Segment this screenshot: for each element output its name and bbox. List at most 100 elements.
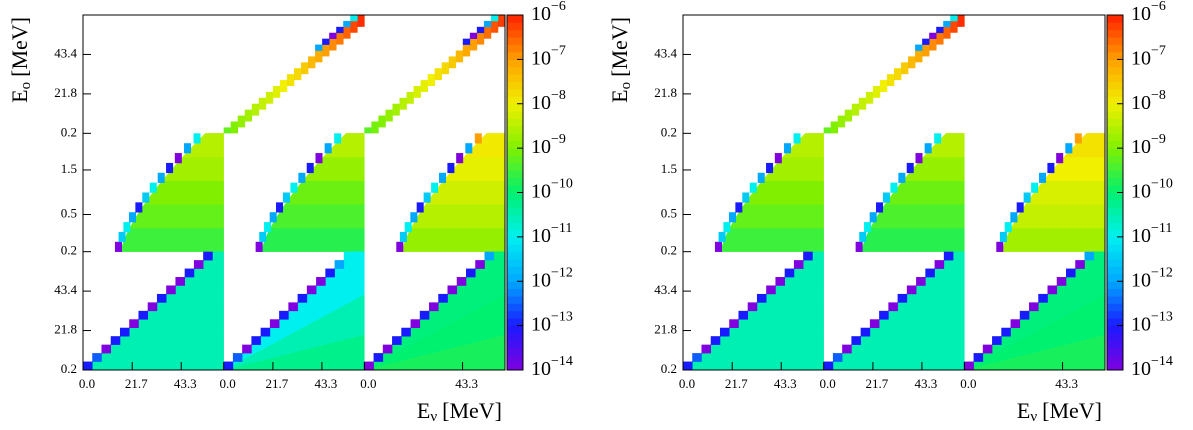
colorbar-band [507,103,523,112]
colorbar-band [1107,199,1123,208]
colorbar-band [507,296,523,304]
heat-cell [294,68,302,81]
y-label-sub: o [618,82,634,90]
edge-cell [142,192,150,203]
colorbar-band [507,162,523,171]
edge-cell [1038,293,1048,303]
heat-cell [837,115,846,128]
heat-cell [378,115,386,128]
edge-cell [306,162,314,174]
edge-cell [784,268,795,278]
edge-cell [1029,302,1039,312]
x-tick-label: 43.3 [455,376,478,391]
heat-cell [434,68,442,81]
colorbar-band [507,325,523,334]
y-label-unit: [MeV] [607,17,632,77]
colorbar-band [1107,125,1123,134]
edge-cell [147,302,158,312]
edge-cell [1047,162,1055,174]
colorbar-tick-exponent: −11 [551,221,572,236]
edge-cell [438,293,448,303]
colorbar-band [507,148,523,156]
colorbar-band [1107,281,1123,290]
edge-cell [175,277,185,286]
edge-cell [701,344,712,354]
edge-cell [1084,251,1095,261]
edge-cell [860,327,871,337]
edge-cell [484,251,495,261]
edge-cell [1074,133,1082,144]
heat-cell [886,74,895,86]
heat-cell [455,50,464,63]
heat-cell [469,38,478,51]
edge-cell [766,285,776,295]
colorbar-tick-label: 10−13 [531,310,573,335]
heat-cell [483,26,492,39]
colorbar-band [507,118,523,127]
plot-frame [682,14,1106,371]
edge-cell [334,133,342,144]
colorbar-tick-base: 10 [1131,358,1151,380]
edge-cell [1023,192,1031,203]
edge-cell [129,319,139,329]
edge-cell [832,353,843,362]
heat-cell [950,20,958,33]
heat-cell [448,56,457,69]
edge-cell [404,222,412,233]
edge-cell [423,192,431,203]
colorbar-band [507,281,523,290]
y-tick-label: 43.4 [54,282,77,297]
heat-cell [308,56,316,69]
heat-cell [894,68,902,81]
edge-cell [1039,172,1047,183]
edge-cell [456,277,467,286]
edge-cell [890,182,898,193]
heat-cell [476,32,485,45]
colorbar-band [1107,318,1123,327]
heat-cell [497,15,506,27]
colorbar-band [1107,340,1123,349]
edge-cell [166,285,176,295]
edge-cell [123,222,131,233]
colorbar-tick-label: 10−11 [531,221,572,246]
edge-cell [729,319,739,329]
edge-cell [279,310,289,320]
edge-cell [735,202,743,213]
colorbar-tick-exponent: −10 [551,177,573,192]
colorbar-tick-exponent: −12 [1151,265,1173,280]
y-axis-label: Eo [MeV] [7,17,34,103]
colorbar-tick-label: 10−13 [1131,310,1173,335]
edge-cell [92,353,102,362]
edge-cell [269,212,277,223]
x-tick-label: 43.3 [174,376,197,391]
edge-cell [982,344,993,354]
edge-cell [242,344,252,354]
y-tick-label: 0.2 [61,124,77,139]
colorbar-band [507,81,523,90]
colorbar-band [1107,244,1123,253]
y-label-main: E [607,89,632,102]
edge-cell [118,231,126,243]
colorbar-tick-base: 10 [531,224,551,246]
heat-region [261,227,365,252]
heat-cell [315,50,323,63]
colorbar-band [1107,51,1123,60]
edge-cell [964,361,974,371]
edge-cell [149,182,157,193]
colorbar-band [507,170,523,179]
edge-cell [876,202,884,213]
colorbar-band [507,51,523,60]
x-tick-label: 0.0 [679,376,695,391]
edge-cell [269,319,280,329]
colorbar-tick-label: 10−8 [1131,88,1166,113]
edge-cell [364,361,374,371]
colorbar-tick-label: 10−12 [1131,265,1173,290]
heat-cell [279,80,288,92]
colorbar-band [1107,162,1123,171]
colorbar-tick-exponent: −13 [551,310,573,325]
colorbar-band [1107,214,1123,223]
colorbar-tick-base: 10 [1131,313,1151,335]
colorbar-band [507,155,523,164]
edge-cell [83,361,93,371]
